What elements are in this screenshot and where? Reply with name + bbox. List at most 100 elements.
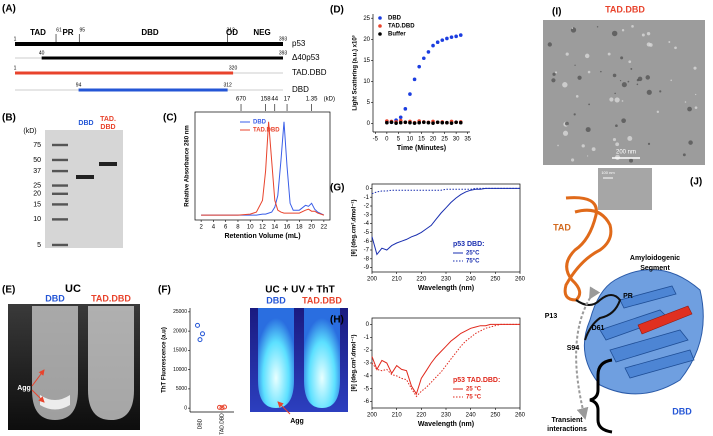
panel-label: (C) [163,113,177,124]
scale-bar-label: 200 nm [616,150,636,156]
x-tick-label: 200 [367,413,378,419]
x-tick-label: 230 [441,277,452,283]
y-tick-label: -1 [364,335,370,341]
x-tick-label: 20 [430,137,437,143]
particle [687,106,692,112]
particle [636,83,639,86]
ladder-band [52,243,68,247]
domain-label: PR [62,28,73,37]
x-axis-label: Wavelength (nm) [418,421,474,428]
legend-label: TAD.DBD [388,24,415,30]
x-tick-label: 210 [392,277,403,283]
particle [688,140,693,145]
particle [573,113,576,116]
particle [619,80,622,82]
particle [552,72,556,76]
panel-label: (F) [158,285,171,296]
data-line [371,187,520,195]
y-tick-label: 10 [363,79,370,85]
x-tick-label: 0 [385,137,389,143]
y-tick-label: 0 [367,121,371,127]
tube [258,308,294,408]
residue-number: 1 [14,36,17,42]
particle [674,46,677,50]
x-tick-label: 5 [397,137,401,143]
data-point [222,404,227,410]
y-tick-label: 0 [366,186,370,192]
marker-label: 5 [37,242,41,249]
unit: (kD) [23,128,36,135]
ladder-band [52,169,68,173]
residue-number: 95 [79,27,85,33]
y-tick-label: 20 [363,37,370,43]
data-point [394,121,398,125]
y-axis-label: Relative Absorbance 280 nm [185,125,191,206]
y-tick-label: 25000 [173,309,187,315]
particle [637,76,643,82]
structure-label: Segment [640,265,670,272]
x-tick-label: 4 [212,225,216,231]
particle [645,75,651,80]
x-tick-label: 250 [490,277,501,283]
particle [551,78,556,83]
particle [574,64,576,66]
x-axis-label: Wavelength (nm) [418,285,474,292]
particle [659,90,662,93]
panel-label: (E) [2,285,15,296]
y-axis-label: [θ] (deg.cm².dmol⁻¹) [351,199,358,256]
ladder-band [52,143,68,147]
y-tick-label: -6 [364,239,370,245]
data-point [389,120,394,125]
data-point [200,331,205,337]
residue-number: 393 [279,36,288,42]
scale-bar-label: 100 nm [601,170,615,175]
particle [614,92,616,95]
particle [562,82,568,88]
x-tick-label: 18 [296,225,303,231]
y-tick-label: -5 [364,230,370,236]
data-point [412,121,417,125]
lane-label: TAD.DBD [302,295,342,305]
residue-number: 393 [279,50,288,56]
x-tick-label: 25 [441,137,448,143]
residue-number: 40 [39,50,45,56]
data-point [403,120,408,125]
y-tick-label: -3 [364,212,370,218]
x-tick-label: 12 [259,225,266,231]
particle [668,41,671,43]
x-tick-label: 200 [367,277,378,283]
particle [547,42,552,47]
arrow [31,369,45,387]
gel [45,130,123,248]
particle [656,110,660,114]
data-point [445,36,449,41]
particle [600,70,602,73]
particle [584,53,590,59]
lane-label: DBD [45,293,65,303]
panel-label: (G) [330,183,344,194]
particle [581,144,585,148]
y-tick-label: 0 [366,322,370,328]
ladder-band [52,218,68,221]
marker-label: 25 [33,182,41,189]
sample-band [76,175,94,179]
legend-label: 75 °C [466,395,482,401]
y-tick-label: 15000 [173,348,187,354]
data-point [435,120,440,125]
domain-label: DBD [141,28,159,37]
y-tick-label: 0 [184,405,187,411]
x-tick-label: 14 [271,225,278,231]
particle [571,27,574,29]
em-inset [598,168,652,210]
particle [646,31,651,36]
y-tick-label: -2 [364,204,370,210]
y-axis-label: Light Scattering (a.u.) x10³ [352,35,359,110]
panel-label: (H) [330,315,344,326]
y-tick-label: -8 [364,256,370,262]
particle [586,155,589,157]
arrow [31,389,45,403]
data-point [445,120,449,125]
plot-frame [371,183,521,273]
particle [591,147,596,152]
plot-frame [371,317,521,409]
